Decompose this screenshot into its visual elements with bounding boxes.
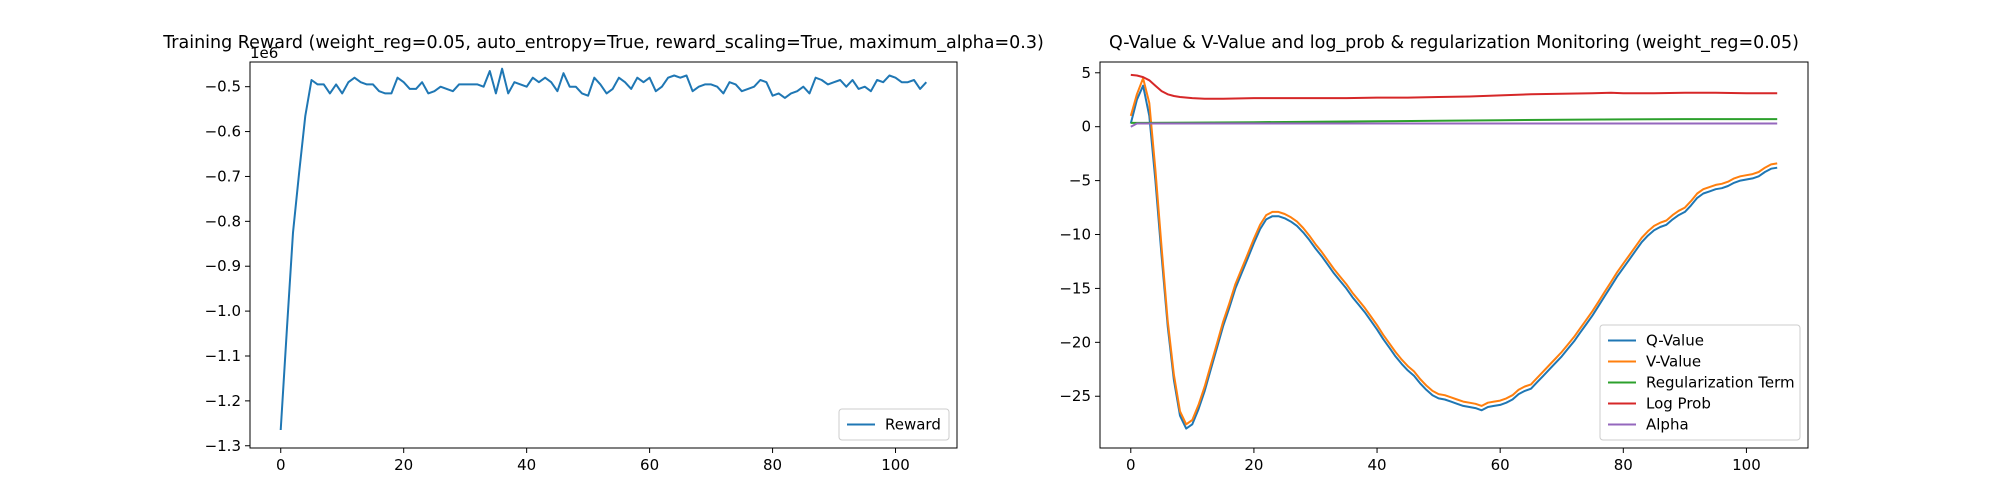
legend-box <box>1599 324 1801 441</box>
x-tick-label: 0 <box>276 456 286 474</box>
x-tick-label: 20 <box>1244 456 1263 474</box>
q-value-monitoring-chart: Q-Value & V-Value and log_prob & regular… <box>1059 33 1809 474</box>
y-tick-label: 0 <box>1081 118 1091 136</box>
series-line-regularization-term <box>1130 118 1778 124</box>
series-line-q-value <box>1129 84 1778 430</box>
y-tick-label: −10 <box>1059 226 1091 244</box>
training-reward-chart: Training Reward (weight_reg=0.05, auto_e… <box>162 33 1044 474</box>
y-tick-label: 5 <box>1081 64 1091 82</box>
x-tick-label: 80 <box>763 456 782 474</box>
series-line-log-prob <box>1130 73 1778 100</box>
y-tick-label: −1.2 <box>205 392 241 410</box>
y-tick-label: −5 <box>1069 172 1091 190</box>
x-tick-label: 80 <box>1614 456 1633 474</box>
x-tick-label: 0 <box>1126 456 1136 474</box>
axes-frame <box>1099 61 1809 449</box>
y-tick-label: −25 <box>1059 387 1091 405</box>
y-tick-label: −0.7 <box>205 167 241 185</box>
x-tick-label: 100 <box>881 456 910 474</box>
legend-label: Reward <box>885 416 941 434</box>
legend-box <box>838 408 950 441</box>
legend: Q-Value V-Value Regularization Term Log Pro… <box>1599 324 1801 441</box>
y-tick-label: −0.6 <box>205 123 241 141</box>
series-line-reward <box>279 67 928 431</box>
legend-label: V-Value <box>1646 353 1701 371</box>
x-tick-label: 60 <box>1491 456 1510 474</box>
legend-label: Alpha <box>1646 416 1689 434</box>
x-tick-label: 40 <box>517 456 536 474</box>
y-tick-label: −1.0 <box>205 302 241 320</box>
y-tick-label: −1.1 <box>205 347 241 365</box>
y-tick-label: −15 <box>1059 279 1091 297</box>
y-offset-label: 1e6 <box>250 44 278 62</box>
y-tick-label: −0.5 <box>205 78 241 96</box>
series-line-alpha <box>1130 122 1778 128</box>
y-tick-label: −0.8 <box>205 212 241 230</box>
x-tick-label: 40 <box>1367 456 1386 474</box>
y-tick-label: −1.3 <box>205 437 241 455</box>
legend: Reward <box>838 408 950 441</box>
x-tick-label: 100 <box>1732 456 1761 474</box>
legend-label: Log Prob <box>1646 395 1711 413</box>
y-tick-label: −0.9 <box>205 257 241 275</box>
chart-title: Training Reward (weight_reg=0.05, auto_e… <box>162 33 1044 53</box>
chart-title: Q-Value & V-Value and log_prob & regular… <box>1109 33 1799 53</box>
legend-label: Regularization Term <box>1646 374 1795 392</box>
legend-label: Q-Value <box>1646 332 1704 350</box>
y-tick-label: −20 <box>1059 333 1091 351</box>
x-tick-label: 20 <box>394 456 413 474</box>
x-tick-label: 60 <box>640 456 659 474</box>
axes-frame <box>249 61 958 449</box>
series-line-v-value <box>1129 77 1778 426</box>
